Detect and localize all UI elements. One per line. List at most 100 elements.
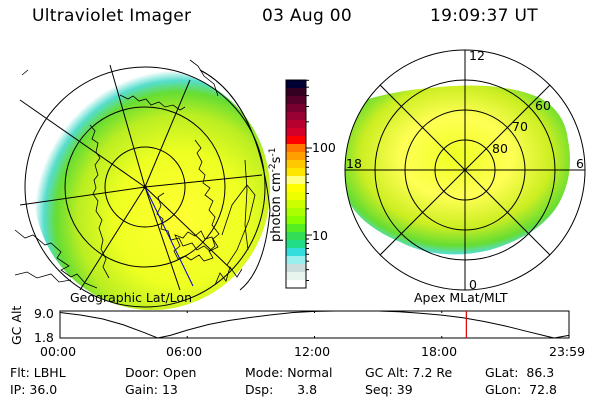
- colorbar-swatch: [286, 136, 306, 145]
- info-gc-alt: GC Alt: 7.2 Re: [365, 365, 453, 380]
- outer-limb-arc: [199, 69, 271, 291]
- sun-direction-line: [144, 186, 194, 287]
- gain-value: 13: [161, 382, 178, 397]
- mlt-label-12: 12: [469, 48, 485, 63]
- info-dsp: Dsp: 3.8: [245, 382, 318, 397]
- colorbar-swatch: [286, 144, 306, 153]
- coastline: [189, 59, 219, 97]
- gc-alt-value: 7.2 Re: [412, 365, 453, 380]
- colorbar-swatch: [286, 232, 306, 241]
- colorbar-swatch: [286, 224, 306, 233]
- timeline-ytick-max: 9.0: [34, 306, 54, 321]
- seq-value: 39: [396, 382, 413, 397]
- info-ip: IP: 36.0: [10, 382, 58, 397]
- coastline: [14, 229, 98, 289]
- door-value: Open: [163, 365, 197, 380]
- geographic-map-caption: Geographic Lat/Lon: [70, 290, 192, 305]
- info-gain: Gain: 13: [125, 382, 178, 397]
- colorbar-swatch: [286, 216, 306, 225]
- ip-value: 36.0: [29, 382, 58, 397]
- coastline: [14, 271, 72, 283]
- colorbar-tick-100: 100: [312, 140, 336, 155]
- coastline: [221, 184, 256, 266]
- info-filter: Flt: LBHL: [10, 365, 66, 380]
- colorbar-swatch: [286, 264, 306, 273]
- info-glon: GLon: 72.8: [485, 382, 558, 397]
- colorbar-swatch: [286, 272, 306, 281]
- coastline: [156, 139, 220, 252]
- meridian-line: [79, 186, 146, 291]
- meridian-line: [19, 186, 146, 206]
- colorbar-swatch: [286, 248, 306, 257]
- timeline-ticks: [186, 311, 443, 338]
- magnetic-polar-plot: 12 0 18 6 80 70 60: [344, 48, 586, 292]
- colorbar-swatch: [286, 256, 306, 265]
- mlat-label-80: 80: [492, 141, 508, 156]
- mlt-label-6: 6: [576, 156, 584, 171]
- timeline-ylabel: GC Alt: [9, 306, 24, 345]
- colorbar-frame: [285, 79, 307, 289]
- time-label: 19:09:37 UT: [430, 6, 538, 26]
- coastline: [21, 69, 29, 76]
- colorbar-swatch: [286, 80, 306, 89]
- info-seq: Seq: 39: [365, 382, 413, 397]
- timeline-ytick-min: 1.8: [34, 330, 54, 345]
- timeline-frame: [59, 310, 570, 339]
- info-door: Door: Open: [125, 365, 197, 380]
- glon-value: 72.8: [529, 382, 558, 397]
- magnetic-plot-caption: Apex MLat/MLT: [414, 290, 508, 305]
- colorbar-swatch: [286, 104, 306, 113]
- geographic-map: [14, 59, 271, 310]
- colorbar-swatch: [286, 120, 306, 129]
- meridian-line: [19, 99, 146, 188]
- coastline: [119, 94, 186, 111]
- colorbar-swatch: [286, 184, 306, 193]
- date-label: 03 Aug 00: [262, 6, 352, 26]
- gc-altitude-curve: [59, 310, 569, 339]
- geographic-pole-marker: [143, 185, 147, 189]
- colorbar-swatch: [286, 128, 306, 137]
- colorbar-swatch: [286, 112, 306, 121]
- colorbar-swatch: [286, 208, 306, 217]
- coastline: [89, 124, 110, 279]
- colorbar-swatch: [286, 152, 306, 161]
- orbit-timeline: GC Alt 9.0 1.8 00:00 06:00 12:00 18:00 2…: [9, 306, 585, 359]
- timeline-xtick-1200: 12:00: [294, 344, 330, 359]
- lat-circle-60: [24, 66, 266, 308]
- mlt-label-18: 18: [346, 156, 362, 171]
- colorbar-swatch: [286, 88, 306, 97]
- colorbar-tick-labels: 100 10: [312, 140, 336, 243]
- info-glat: GLat: 86.3: [485, 365, 555, 380]
- timeline-xtick-0600: 06:00: [166, 344, 202, 359]
- colorbar-swatch: [286, 240, 306, 249]
- info-mode: Mode: Normal: [245, 365, 333, 380]
- timeline-xtick-0000: 00:00: [40, 344, 76, 359]
- filter-value: LBHL: [33, 365, 66, 380]
- lat-circle-70: [64, 106, 226, 268]
- colorbar-swatch: [286, 168, 306, 177]
- timeline-xtick-1800: 18:00: [421, 344, 457, 359]
- mlt-diagonal-9-21: [379, 84, 551, 256]
- colorbar-swatch: [286, 200, 306, 209]
- colorbar-swatch: [286, 176, 306, 185]
- mode-value: Normal: [287, 365, 333, 380]
- colorbar-swatch: [286, 160, 306, 169]
- colorbar: [285, 79, 312, 289]
- colorbar-unit-label: photon cm-2s-1: [268, 148, 284, 242]
- meridian-line: [109, 64, 146, 188]
- meridian-line: [144, 186, 181, 291]
- coastline: [214, 266, 243, 286]
- dsp-value: 3.8: [297, 382, 318, 397]
- mlat-label-70: 70: [512, 119, 528, 134]
- mlat-label-60: 60: [535, 98, 551, 113]
- glat-value: 86.3: [526, 365, 555, 380]
- mlt-label-0: 0: [469, 277, 477, 292]
- meridian-line: [144, 79, 191, 188]
- colorbar-swatch: [286, 280, 306, 289]
- timeline-xtick-2359: 23:59: [549, 344, 585, 359]
- coastline: [173, 230, 216, 262]
- instrument-title: Ultraviolet Imager: [32, 6, 192, 26]
- colorbar-swatch: [286, 96, 306, 105]
- lat-circle-80: [104, 146, 186, 228]
